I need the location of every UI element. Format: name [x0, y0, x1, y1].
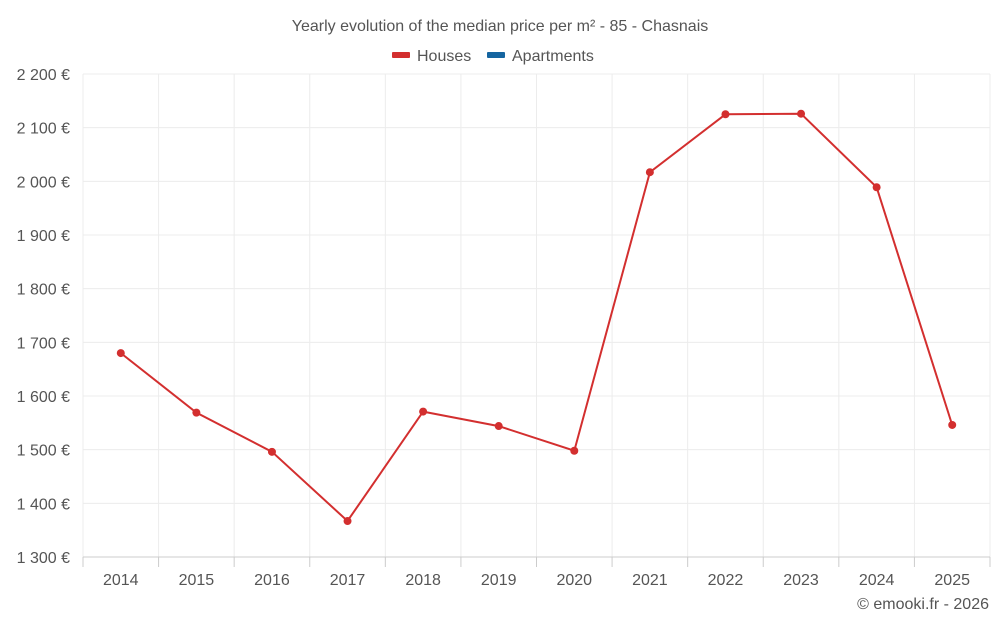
- series-line-houses: [120, 112, 954, 523]
- legend-swatch-houses[interactable]: [392, 52, 410, 58]
- x-gridlines: [82, 74, 991, 557]
- y-tick-label: 2 200 €: [17, 67, 70, 84]
- legend: Houses Apartments: [392, 48, 594, 65]
- data-point-houses-2016[interactable]: [267, 447, 276, 456]
- x-axis-ticks: 2014 2015 2016 2017 2018 2019 2020 2021 2022 2023…: [82, 557, 991, 589]
- y-tick-label: 1 400 €: [17, 496, 70, 513]
- data-point-houses-2018[interactable]: [419, 407, 428, 416]
- data-point-houses-2024[interactable]: [872, 183, 881, 192]
- series-layer: [116, 109, 957, 526]
- y-tick-label: 2 100 €: [17, 121, 70, 138]
- x-tick-label: 2018: [405, 572, 441, 589]
- x-tick-label: 2021: [632, 572, 668, 589]
- data-point-houses-2020[interactable]: [570, 446, 579, 455]
- x-tick-label: 2019: [481, 572, 517, 589]
- y-tick-label: 1 900 €: [17, 228, 70, 245]
- data-point-houses-2023[interactable]: [797, 109, 806, 118]
- data-point-houses-2021[interactable]: [645, 168, 654, 177]
- y-tick-label: 1 800 €: [17, 282, 70, 299]
- legend-label-houses[interactable]: Houses: [417, 48, 471, 65]
- y-tick-label: 1 300 €: [17, 550, 70, 567]
- chart-title: Yearly evolution of the median price per…: [292, 18, 709, 35]
- y-tick-label: 1 600 €: [17, 389, 70, 406]
- y-tick-label: 1 700 €: [17, 335, 70, 352]
- data-point-houses-2022[interactable]: [721, 110, 730, 119]
- data-point-houses-2015[interactable]: [192, 408, 201, 417]
- x-tick-label: 2023: [783, 572, 819, 589]
- legend-swatch-apartments[interactable]: [487, 52, 505, 58]
- y-tick-label: 2 000 €: [17, 174, 70, 191]
- data-point-houses-2014[interactable]: [116, 349, 125, 358]
- x-tick-label: 2014: [103, 572, 139, 589]
- x-tick-label: 2016: [254, 572, 290, 589]
- data-point-houses-2025[interactable]: [948, 420, 957, 429]
- x-tick-label: 2024: [859, 572, 895, 589]
- credit-text: © emooki.fr - 2026: [857, 596, 989, 613]
- x-tick-label: 2015: [179, 572, 215, 589]
- data-point-houses-2017[interactable]: [343, 517, 352, 526]
- x-tick-label: 2020: [556, 572, 592, 589]
- x-tick-label: 2025: [934, 572, 970, 589]
- y-axis-ticks: 1 300 € 1 400 € 1 500 € 1 600 € 1 700 € 1 800…: [17, 67, 70, 567]
- x-tick-label: 2017: [330, 572, 366, 589]
- x-tick-label: 2022: [708, 572, 744, 589]
- y-tick-label: 1 500 €: [17, 443, 70, 460]
- legend-label-apartments[interactable]: Apartments: [512, 48, 594, 65]
- data-point-houses-2019[interactable]: [494, 422, 503, 431]
